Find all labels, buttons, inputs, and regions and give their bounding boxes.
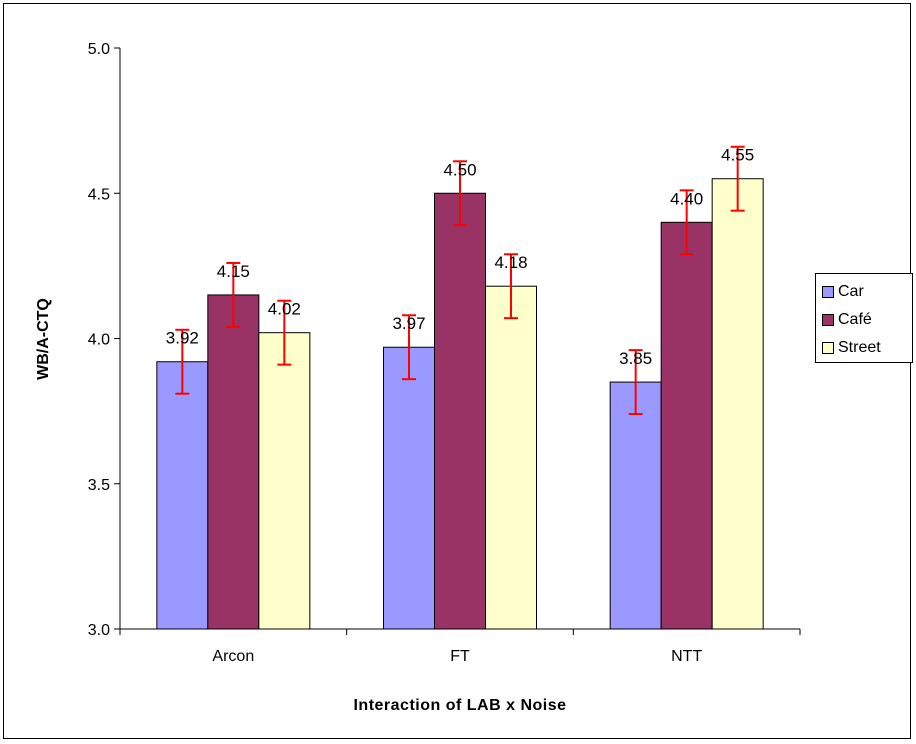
bar [485,285,537,630]
data-label: 4.40 [670,189,703,208]
y-axis-title: WB/A-CTQ [35,298,52,380]
legend-label-car: Car [838,283,864,300]
x-axis-title: Interaction of LAB x Noise [353,697,566,714]
legend-label-street: Street [838,339,881,356]
x-tick-label: FT [450,648,470,665]
data-label: 3.92 [166,329,199,348]
ticks-layer: 3.0 3.5 4.0 4.5 5.0 Arcon FT NTT [88,41,801,665]
legend-item-cafe: Café [822,310,872,330]
bar [383,346,435,630]
bar [156,361,209,630]
errors-layer [175,145,745,416]
legend-label-cafe: Café [838,311,872,328]
bar [660,221,713,630]
data-label: 4.50 [443,160,476,179]
labels-layer: 3.92 4.15 4.02 3.97 4.50 4.18 3.85 4.40 4.55 [166,146,754,368]
y-tick-label: 4.5 [88,186,110,203]
bars-layer [156,178,764,630]
data-label: 4.02 [268,300,301,319]
x-tick-label: Arcon [212,648,254,665]
data-label: 4.15 [217,262,250,281]
y-tick-label: 5.0 [88,41,110,58]
bar [258,332,311,630]
bar [609,381,662,630]
bar [711,178,764,630]
y-tick-label: 4.0 [88,332,110,349]
data-label: 3.97 [392,314,425,333]
legend-swatch-cafe [822,314,834,326]
y-tick-label: 3.5 [88,477,110,494]
legend: Car Café Street [815,273,913,363]
bar [207,294,260,630]
bar [434,192,486,630]
data-label: 3.85 [619,349,652,368]
legend-item-car: Car [822,282,864,302]
legend-swatch-street [822,342,834,354]
legend-item-street: Street [822,338,881,358]
y-tick-label: 3.0 [88,622,110,639]
x-tick-label: NTT [671,648,702,665]
legend-swatch-car [822,286,834,298]
data-label: 4.55 [721,146,754,165]
data-label: 4.18 [494,253,527,272]
